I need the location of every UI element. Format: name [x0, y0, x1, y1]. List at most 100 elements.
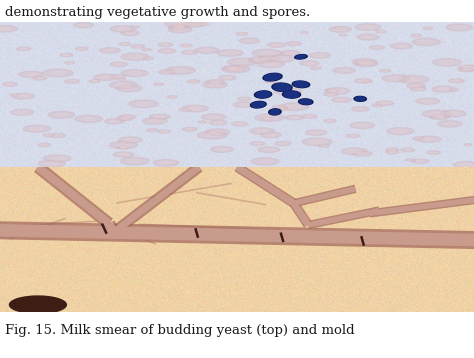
Ellipse shape [109, 81, 138, 89]
Ellipse shape [305, 130, 327, 135]
Ellipse shape [179, 25, 182, 26]
Ellipse shape [206, 80, 225, 85]
Ellipse shape [396, 45, 407, 48]
Ellipse shape [363, 80, 372, 83]
Ellipse shape [265, 80, 277, 83]
Ellipse shape [302, 138, 332, 146]
Ellipse shape [310, 140, 325, 144]
Ellipse shape [280, 108, 285, 110]
Ellipse shape [117, 116, 133, 121]
Ellipse shape [92, 80, 98, 82]
Ellipse shape [335, 28, 346, 31]
Ellipse shape [179, 108, 191, 111]
Ellipse shape [339, 34, 347, 36]
Ellipse shape [134, 26, 137, 28]
Ellipse shape [363, 36, 374, 39]
Ellipse shape [314, 54, 325, 57]
Ellipse shape [300, 99, 311, 104]
Ellipse shape [154, 159, 179, 166]
Ellipse shape [110, 62, 128, 67]
Ellipse shape [118, 153, 128, 156]
Ellipse shape [264, 62, 278, 66]
Ellipse shape [404, 149, 411, 151]
Ellipse shape [233, 102, 255, 107]
Ellipse shape [7, 83, 14, 85]
Ellipse shape [326, 89, 340, 93]
Ellipse shape [128, 55, 142, 59]
Ellipse shape [273, 57, 287, 61]
Ellipse shape [68, 80, 76, 82]
Ellipse shape [273, 83, 291, 91]
Ellipse shape [121, 69, 148, 77]
Ellipse shape [222, 66, 250, 73]
Ellipse shape [185, 52, 193, 53]
Ellipse shape [18, 95, 29, 98]
Ellipse shape [118, 78, 126, 80]
Ellipse shape [416, 98, 440, 104]
Ellipse shape [375, 105, 380, 106]
Ellipse shape [389, 151, 396, 153]
Ellipse shape [116, 85, 142, 92]
Ellipse shape [260, 51, 275, 55]
Ellipse shape [38, 143, 51, 147]
Ellipse shape [110, 26, 136, 32]
Ellipse shape [198, 121, 207, 123]
Ellipse shape [148, 119, 161, 122]
Ellipse shape [210, 146, 233, 153]
Ellipse shape [239, 33, 245, 35]
Ellipse shape [338, 69, 350, 72]
Ellipse shape [122, 43, 128, 45]
Ellipse shape [260, 132, 281, 137]
Ellipse shape [310, 131, 321, 134]
Ellipse shape [370, 46, 384, 49]
Ellipse shape [158, 43, 173, 47]
Ellipse shape [146, 58, 151, 59]
Ellipse shape [435, 116, 445, 118]
Ellipse shape [272, 83, 292, 91]
Ellipse shape [264, 74, 281, 81]
Ellipse shape [406, 77, 421, 81]
Ellipse shape [41, 144, 47, 146]
Ellipse shape [287, 105, 301, 108]
Ellipse shape [356, 108, 365, 110]
Ellipse shape [405, 159, 415, 161]
Ellipse shape [118, 115, 136, 119]
Ellipse shape [337, 98, 346, 101]
Ellipse shape [238, 64, 247, 67]
Ellipse shape [149, 114, 170, 120]
Ellipse shape [452, 80, 460, 82]
Ellipse shape [290, 116, 299, 119]
Ellipse shape [181, 44, 192, 47]
Ellipse shape [116, 83, 131, 87]
Ellipse shape [170, 96, 175, 97]
Ellipse shape [147, 129, 158, 132]
Ellipse shape [256, 91, 270, 98]
Ellipse shape [63, 54, 70, 56]
Ellipse shape [301, 32, 308, 34]
Ellipse shape [272, 44, 281, 46]
Ellipse shape [310, 67, 321, 69]
Ellipse shape [182, 21, 205, 27]
Ellipse shape [263, 73, 282, 81]
Ellipse shape [117, 27, 129, 30]
Ellipse shape [155, 116, 164, 118]
Ellipse shape [357, 153, 367, 155]
Ellipse shape [113, 152, 134, 157]
Ellipse shape [131, 26, 139, 28]
Ellipse shape [275, 141, 291, 146]
Ellipse shape [382, 75, 410, 82]
Ellipse shape [197, 131, 227, 139]
Ellipse shape [452, 26, 465, 29]
Ellipse shape [250, 101, 266, 108]
Ellipse shape [217, 50, 243, 56]
Ellipse shape [44, 155, 71, 162]
Ellipse shape [374, 47, 381, 48]
Ellipse shape [262, 116, 277, 120]
Ellipse shape [202, 82, 227, 88]
Ellipse shape [30, 127, 44, 130]
Ellipse shape [158, 130, 171, 133]
Ellipse shape [45, 162, 59, 165]
Ellipse shape [143, 57, 154, 60]
Ellipse shape [188, 23, 199, 26]
Ellipse shape [64, 79, 79, 83]
